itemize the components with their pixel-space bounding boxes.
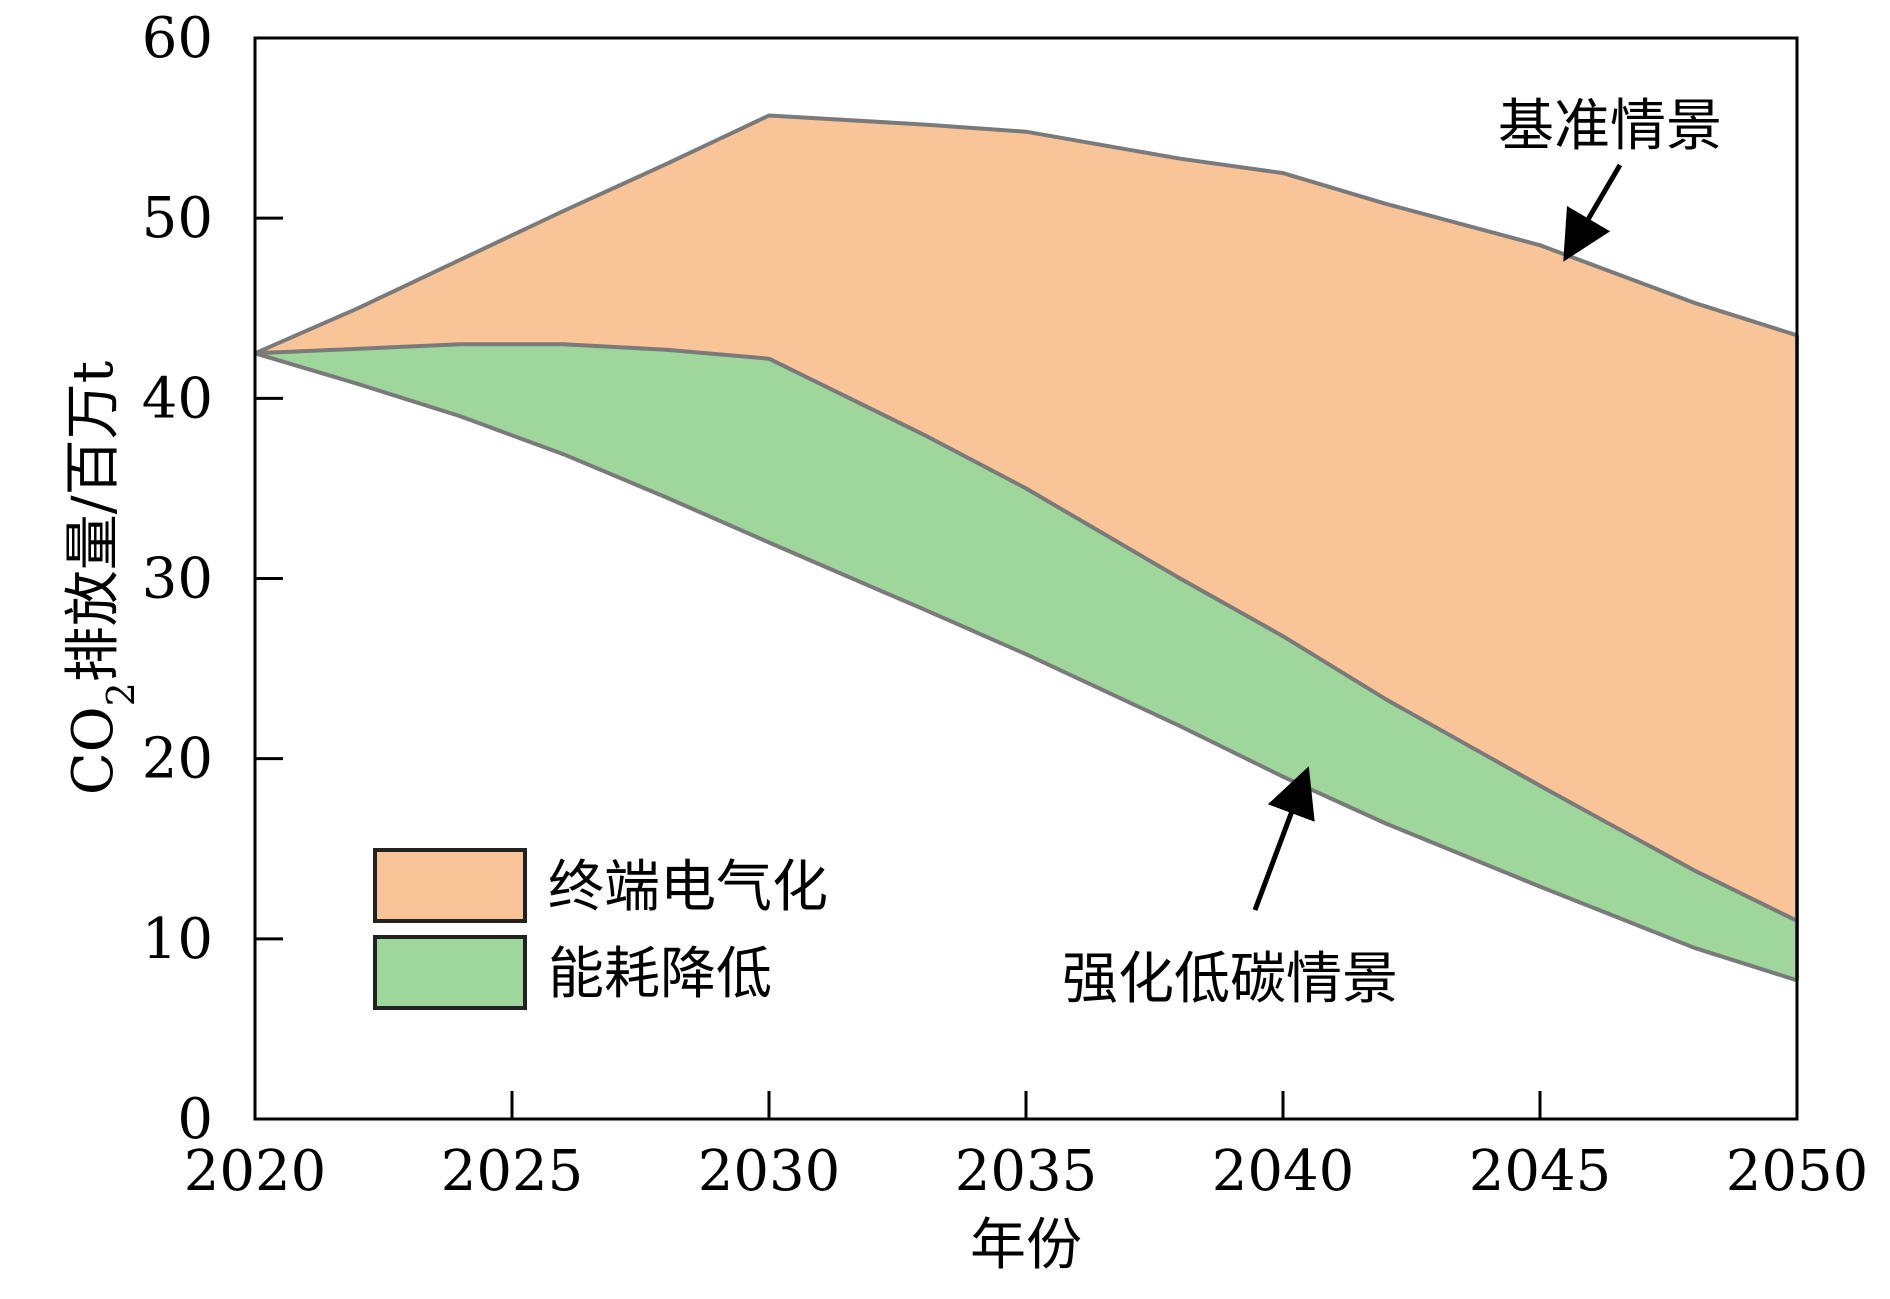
annotation-baseline: 基准情景	[1498, 94, 1722, 262]
y-tick-label-20: 20	[142, 727, 213, 792]
area-fills	[255, 115, 1797, 981]
annotation-lowcarbon: 强化低碳情景	[1062, 766, 1398, 1012]
y-tick-label-60: 60	[142, 6, 213, 71]
line-low	[254, 351, 1798, 983]
annotation-baseline-label: 基准情景	[1498, 94, 1722, 159]
x-tick-label-2025: 2025	[441, 1139, 584, 1204]
x-axis-title: 年份	[970, 1213, 1082, 1278]
x-tick-label-2020: 2020	[184, 1139, 327, 1204]
x-tick-label-2030: 2030	[698, 1139, 841, 1204]
legend-item-electrification: 终端电气化	[373, 848, 828, 923]
area-series-0	[255, 115, 1797, 921]
x-tick-label-2050: 2050	[1726, 1139, 1869, 1204]
y-axis-title: CO2排放量/百万t	[61, 360, 143, 795]
legend-swatch-electrification	[373, 848, 527, 923]
y-tick-label-40: 40	[142, 366, 213, 431]
y-tick-label-50: 50	[142, 186, 213, 251]
annotation-baseline-arrow	[1563, 163, 1623, 262]
legend-item-efficiency: 能耗降低	[373, 935, 772, 1010]
legend: 终端电气化 能耗降低	[373, 848, 828, 1010]
x-tick-label-2045: 2045	[1469, 1139, 1612, 1204]
y-tick-label-10: 10	[142, 907, 213, 972]
legend-label-electrification: 终端电气化	[548, 855, 828, 920]
x-tick-label-2040: 2040	[1212, 1139, 1355, 1204]
y-tick-label-0: 0	[177, 1087, 213, 1152]
annotation-lowcarbon-arrow	[1252, 766, 1315, 911]
axis-ticks: 2020 2025 2030 2035 2040 2045 2050010203040506…	[142, 6, 1869, 1204]
y-tick-label-30: 30	[142, 547, 213, 612]
line-middle	[254, 342, 1798, 923]
area-series-1	[255, 344, 1797, 981]
legend-swatch-efficiency	[373, 935, 527, 1010]
annotation-lowcarbon-label: 强化低碳情景	[1062, 947, 1398, 1012]
x-tick-label-2035: 2035	[955, 1139, 1098, 1204]
legend-label-efficiency: 能耗降低	[548, 942, 772, 1007]
line-baseline	[254, 113, 1798, 356]
